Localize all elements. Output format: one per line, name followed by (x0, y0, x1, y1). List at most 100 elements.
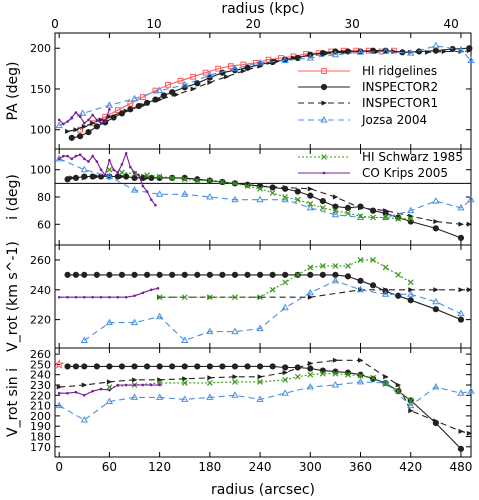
legend-item-hi_schwarz: HI Schwarz 1985 (298, 150, 463, 164)
data-point (156, 286, 160, 290)
data-point (190, 73, 197, 80)
y-axis-label: PA (deg) (5, 62, 21, 121)
data-point (116, 383, 120, 387)
data-point (130, 186, 139, 193)
data-point (382, 264, 389, 271)
top-tick-label: 10 (146, 17, 161, 31)
data-point (123, 108, 130, 114)
legend-label: HI Schwarz 1985 (362, 150, 463, 164)
data-point (140, 102, 146, 108)
data-point (407, 290, 415, 297)
data-point (182, 376, 188, 382)
data-point (307, 200, 314, 207)
data-point (306, 288, 314, 296)
data-point (232, 180, 238, 187)
data-point (98, 117, 105, 123)
legend-marker (321, 68, 327, 74)
data-point (57, 118, 61, 122)
data-point (74, 111, 78, 114)
data-point (231, 195, 239, 203)
data-point (108, 388, 111, 392)
data-point (432, 383, 440, 390)
data-point (169, 89, 176, 96)
y-tick-label: 260 (30, 348, 51, 361)
data-point (130, 393, 139, 400)
data-point (457, 45, 465, 53)
data-point (81, 271, 88, 278)
y-tick-label: 60 (37, 218, 51, 231)
data-point (105, 318, 114, 326)
data-point (382, 381, 389, 387)
data-point (82, 393, 86, 397)
y-tick-label: 220 (30, 389, 51, 402)
y-tick-label: 150 (30, 83, 51, 96)
legend-label: Jozsa 2004 (361, 113, 427, 127)
series-line (67, 365, 462, 450)
data-point (282, 184, 289, 190)
data-point (116, 171, 120, 174)
data-point (432, 297, 440, 305)
legend-item-inspector2: INSPECTOR2 (298, 80, 438, 94)
series-hi_schwarz (106, 166, 414, 222)
data-point (69, 175, 75, 181)
data-point (149, 198, 153, 202)
y-axis-label: V_rot (km s^-1) (5, 241, 21, 352)
data-point (332, 262, 339, 269)
data-point (206, 380, 213, 386)
data-point (103, 120, 107, 123)
data-point (319, 204, 326, 211)
data-point (108, 295, 111, 299)
data-point (395, 382, 402, 388)
data-point (194, 363, 201, 370)
data-point (281, 303, 289, 311)
data-point (66, 391, 69, 395)
data-point (282, 376, 289, 383)
data-point (281, 56, 289, 63)
y-tick-label: 230 (30, 379, 51, 392)
data-point (269, 271, 276, 278)
data-point (232, 294, 238, 301)
data-point (466, 48, 473, 54)
data-point (467, 195, 475, 203)
data-point (93, 123, 100, 130)
data-point (383, 208, 389, 214)
top-axis-label: radius (kpc) (221, 1, 304, 17)
data-point (231, 391, 239, 398)
data-point (432, 306, 439, 313)
data-point (274, 58, 280, 64)
y-tick-label: 240 (30, 284, 51, 297)
data-point (319, 271, 326, 278)
series-line (159, 289, 470, 298)
bottom-tick-label: 60 (102, 460, 117, 474)
data-point (118, 363, 126, 370)
series-inspector2 (64, 363, 465, 452)
data-point (356, 285, 365, 293)
data-point (432, 47, 439, 54)
data-point (307, 264, 314, 271)
data-point (207, 79, 213, 85)
data-point (194, 177, 201, 184)
data-point (118, 271, 126, 278)
data-point (190, 86, 197, 92)
data-point (149, 288, 153, 292)
legend-marker (320, 83, 328, 91)
data-point (306, 383, 314, 390)
data-point (106, 271, 113, 278)
data-point (319, 197, 326, 205)
data-point (307, 371, 314, 378)
series-inspector1 (65, 48, 473, 134)
data-point (181, 395, 189, 402)
legend-item-inspector1: INSPECTOR1 (298, 96, 438, 110)
data-point (467, 387, 475, 394)
data-point (240, 68, 247, 74)
data-point (407, 297, 414, 304)
series-co_krips (57, 383, 161, 397)
data-point (319, 262, 326, 269)
data-point (57, 391, 61, 395)
data-point (155, 393, 164, 400)
data-point (80, 415, 88, 423)
figure-content: radius (kpc) 0 10 20 30 40 100 150 200 PA (deg) 60… (5, 1, 475, 498)
data-point (370, 214, 376, 221)
data-point (91, 295, 94, 299)
data-point (407, 206, 415, 214)
